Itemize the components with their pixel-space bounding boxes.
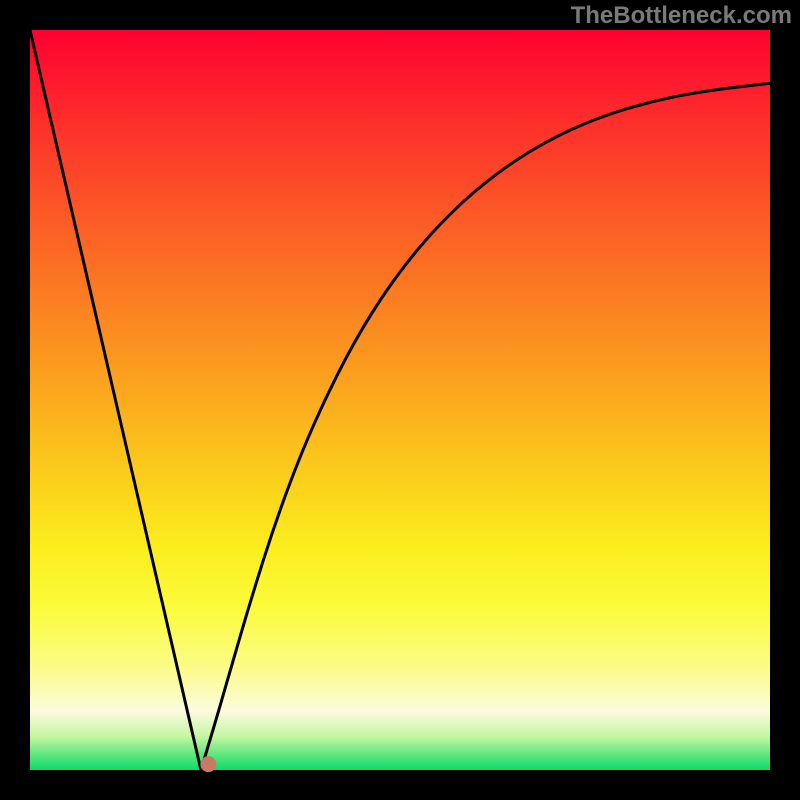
- optimal-point-marker: [200, 756, 216, 772]
- chart-container: TheBottleneck.com: [0, 0, 800, 800]
- bottleneck-chart: [0, 0, 800, 800]
- watermark-text: TheBottleneck.com: [571, 2, 792, 30]
- chart-background: [30, 30, 770, 770]
